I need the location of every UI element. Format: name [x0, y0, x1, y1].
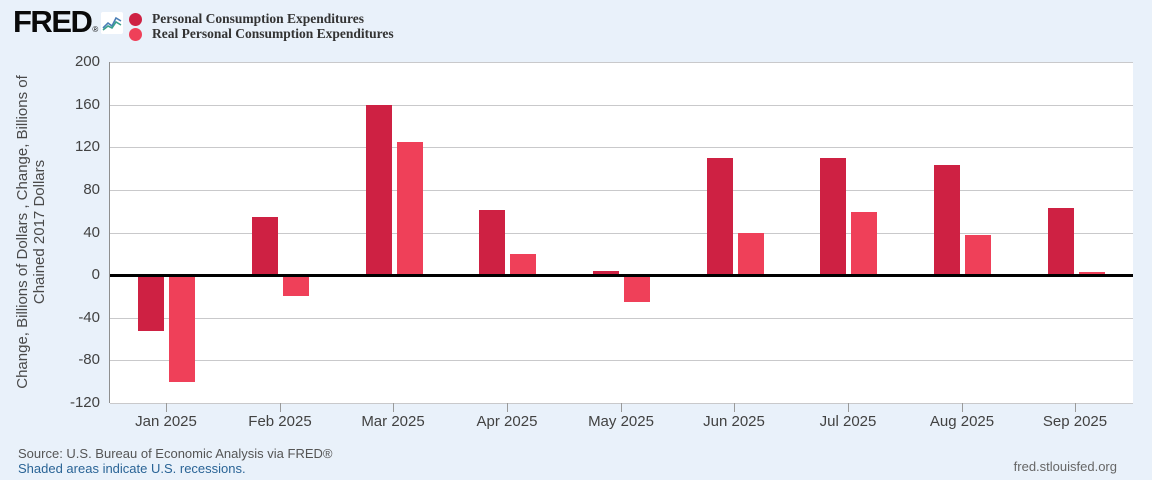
- bar-real-personal-consumption-expenditures-aug-2025: [965, 235, 991, 275]
- legend-item: Personal Consumption Expenditures: [129, 11, 394, 26]
- y-tick-label-80: 80: [83, 181, 100, 198]
- bar-personal-consumption-expenditures-aug-2025: [934, 165, 960, 275]
- x-axis-tick: [734, 403, 735, 412]
- bar-real-personal-consumption-expenditures-jul-2025: [851, 212, 877, 275]
- recession-note-link[interactable]: Shaded areas indicate U.S. recessions.: [18, 461, 246, 476]
- x-tick-label-jan-2025: Jan 2025: [135, 413, 197, 430]
- x-axis-tick: [166, 403, 167, 412]
- bar-personal-consumption-expenditures-jul-2025: [820, 158, 846, 275]
- x-axis-tick: [280, 403, 281, 412]
- bar-real-personal-consumption-expenditures-jun-2025: [738, 233, 764, 276]
- bar-personal-consumption-expenditures-sep-2025: [1048, 208, 1074, 275]
- gridline--80: [110, 360, 1133, 361]
- bar-personal-consumption-expenditures-jun-2025: [707, 158, 733, 275]
- bar-real-personal-consumption-expenditures-mar-2025: [397, 142, 423, 275]
- x-tick-label-feb-2025: Feb 2025: [248, 413, 312, 430]
- x-tick-label-apr-2025: Apr 2025: [476, 413, 538, 430]
- gridline-120: [110, 147, 1133, 148]
- y-tick-label-0: 0: [91, 266, 100, 283]
- legend-item: Real Personal Consumption Expenditures: [129, 26, 394, 41]
- gridline-160: [110, 105, 1133, 106]
- bar-real-personal-consumption-expenditures-sep-2025: [1079, 272, 1105, 275]
- bar-real-personal-consumption-expenditures-feb-2025: [283, 275, 309, 296]
- y-tick-label--80: -80: [78, 351, 100, 368]
- x-tick-label-may-2025: May 2025: [588, 413, 654, 430]
- bar-real-personal-consumption-expenditures-jan-2025: [169, 275, 195, 382]
- source-text: Source: U.S. Bureau of Economic Analysis…: [18, 446, 333, 461]
- bar-real-personal-consumption-expenditures-may-2025: [624, 275, 650, 302]
- chart-legend: Personal Consumption Expenditures Real Pe…: [129, 11, 394, 42]
- gridline-80: [110, 190, 1133, 191]
- x-axis-tick: [848, 403, 849, 412]
- x-axis-tick: [1075, 403, 1076, 412]
- fred-logo-chart-icon: [101, 12, 124, 39]
- bar-personal-consumption-expenditures-jan-2025: [138, 275, 164, 331]
- gridline-200: [110, 62, 1133, 63]
- bar-real-personal-consumption-expenditures-apr-2025: [510, 254, 536, 275]
- fred-logo-text: FRED: [13, 4, 93, 39]
- gridline--40: [110, 318, 1133, 319]
- plot-area: [109, 62, 1133, 404]
- bar-personal-consumption-expenditures-mar-2025: [366, 105, 392, 276]
- x-tick-label-jun-2025: Jun 2025: [703, 413, 765, 430]
- x-tick-label-sep-2025: Sep 2025: [1042, 413, 1108, 430]
- registered-trademark-icon: ®: [92, 25, 99, 34]
- legend-dot-icon: [129, 12, 142, 26]
- y-tick-label--120: -120: [69, 394, 100, 411]
- x-tick-label-jul-2025: Jul 2025: [819, 413, 877, 430]
- gridline-40: [110, 233, 1133, 234]
- bar-personal-consumption-expenditures-may-2025: [593, 271, 619, 275]
- legend-label: Personal Consumption Expenditures: [152, 11, 365, 26]
- fred-logo[interactable]: FRED ®: [13, 4, 124, 39]
- zero-line: [110, 274, 1133, 277]
- y-tick-label-160: 160: [74, 96, 100, 113]
- y-tick-label--40: -40: [78, 309, 100, 326]
- x-axis-tick: [507, 403, 508, 412]
- fred-site-link[interactable]: fred.stlouisfed.org: [1013, 459, 1117, 474]
- y-tick-label-40: 40: [83, 224, 100, 241]
- x-tick-label-mar-2025: Mar 2025: [361, 413, 425, 430]
- bar-personal-consumption-expenditures-feb-2025: [252, 217, 278, 276]
- legend-dot-icon: [129, 27, 142, 41]
- x-axis-tick: [621, 403, 622, 412]
- x-axis-tick: [393, 403, 394, 412]
- y-tick-label-120: 120: [74, 138, 100, 155]
- x-axis-tick: [962, 403, 963, 412]
- x-tick-label-aug-2025: Aug 2025: [929, 413, 995, 430]
- y-tick-label-200: 200: [74, 53, 100, 70]
- legend-label: Real Personal Consumption Expenditures: [152, 26, 394, 41]
- bar-personal-consumption-expenditures-apr-2025: [479, 210, 505, 275]
